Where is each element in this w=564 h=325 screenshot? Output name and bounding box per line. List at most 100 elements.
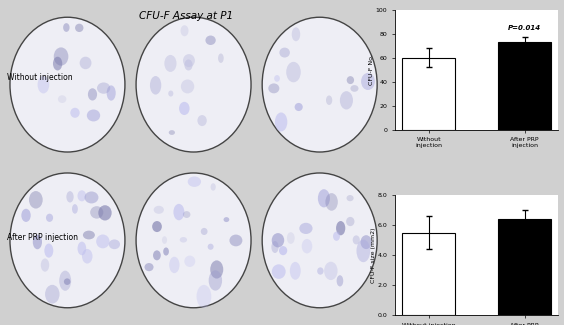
Ellipse shape	[317, 267, 324, 275]
Bar	[498, 219, 551, 315]
Ellipse shape	[337, 275, 343, 286]
Y-axis label: CFU-F size (mm2): CFU-F size (mm2)	[371, 227, 376, 283]
Ellipse shape	[209, 270, 222, 291]
Ellipse shape	[136, 17, 251, 152]
Ellipse shape	[169, 257, 179, 273]
Ellipse shape	[324, 262, 338, 280]
Ellipse shape	[29, 191, 43, 209]
Ellipse shape	[183, 54, 195, 67]
Ellipse shape	[109, 240, 120, 249]
Ellipse shape	[210, 183, 216, 191]
Ellipse shape	[46, 214, 53, 222]
Ellipse shape	[38, 76, 49, 93]
Ellipse shape	[205, 35, 216, 45]
Bar	[402, 58, 455, 130]
Ellipse shape	[97, 83, 111, 94]
Ellipse shape	[67, 191, 74, 202]
Ellipse shape	[88, 88, 97, 100]
Ellipse shape	[180, 25, 188, 36]
Ellipse shape	[325, 193, 338, 211]
Ellipse shape	[268, 84, 279, 93]
Ellipse shape	[184, 255, 195, 267]
Ellipse shape	[45, 243, 53, 258]
Ellipse shape	[21, 209, 30, 222]
Ellipse shape	[10, 173, 125, 308]
Ellipse shape	[136, 173, 251, 308]
Ellipse shape	[10, 17, 125, 152]
Ellipse shape	[153, 206, 164, 214]
Ellipse shape	[287, 232, 295, 244]
Ellipse shape	[96, 234, 109, 248]
Ellipse shape	[77, 190, 86, 202]
Ellipse shape	[85, 191, 99, 203]
Ellipse shape	[201, 228, 208, 235]
Ellipse shape	[184, 59, 193, 71]
Text: Without injection: Without injection	[7, 73, 72, 83]
Ellipse shape	[299, 223, 312, 234]
Ellipse shape	[72, 204, 78, 214]
Bar	[498, 42, 551, 130]
Ellipse shape	[279, 47, 290, 58]
Ellipse shape	[153, 250, 161, 260]
Ellipse shape	[196, 285, 212, 308]
Ellipse shape	[262, 17, 377, 152]
Ellipse shape	[70, 108, 80, 118]
Text: P=0.014: P=0.014	[508, 25, 541, 31]
Ellipse shape	[144, 263, 153, 271]
Ellipse shape	[90, 206, 103, 219]
Ellipse shape	[336, 221, 345, 235]
Ellipse shape	[230, 235, 243, 246]
Text: CFU-F Assay at P1: CFU-F Assay at P1	[139, 11, 233, 21]
Ellipse shape	[163, 247, 169, 255]
Y-axis label: CFU-F No.: CFU-F No.	[369, 54, 374, 85]
Ellipse shape	[350, 85, 359, 92]
Ellipse shape	[346, 217, 355, 226]
Bar	[402, 233, 455, 315]
Ellipse shape	[272, 264, 285, 279]
Ellipse shape	[361, 73, 375, 90]
Ellipse shape	[152, 221, 162, 232]
Ellipse shape	[360, 235, 372, 249]
Ellipse shape	[347, 76, 354, 84]
Ellipse shape	[292, 27, 300, 41]
Ellipse shape	[98, 205, 112, 220]
Ellipse shape	[179, 102, 190, 115]
Ellipse shape	[164, 55, 177, 72]
Ellipse shape	[346, 195, 354, 201]
Ellipse shape	[272, 233, 284, 247]
Ellipse shape	[80, 57, 91, 69]
Ellipse shape	[53, 57, 62, 71]
Ellipse shape	[275, 112, 287, 131]
Ellipse shape	[302, 239, 312, 254]
Ellipse shape	[77, 241, 86, 255]
Ellipse shape	[59, 271, 71, 291]
Ellipse shape	[223, 217, 230, 222]
Ellipse shape	[271, 241, 279, 253]
Ellipse shape	[262, 173, 377, 308]
Text: After PRP injection: After PRP injection	[7, 233, 78, 242]
Ellipse shape	[218, 54, 224, 63]
Ellipse shape	[87, 110, 100, 122]
Ellipse shape	[274, 75, 280, 82]
Ellipse shape	[83, 231, 95, 240]
Ellipse shape	[286, 62, 301, 82]
Ellipse shape	[356, 240, 370, 262]
Ellipse shape	[294, 103, 303, 111]
Ellipse shape	[340, 91, 353, 110]
Ellipse shape	[173, 204, 184, 220]
Ellipse shape	[279, 246, 287, 255]
Ellipse shape	[107, 85, 116, 101]
Ellipse shape	[290, 262, 301, 280]
Ellipse shape	[181, 79, 194, 93]
Ellipse shape	[168, 91, 173, 97]
Ellipse shape	[75, 24, 83, 32]
Ellipse shape	[162, 236, 167, 244]
Ellipse shape	[208, 244, 214, 250]
Ellipse shape	[352, 235, 360, 244]
Ellipse shape	[326, 96, 332, 105]
Ellipse shape	[63, 23, 69, 32]
Ellipse shape	[64, 279, 70, 285]
Ellipse shape	[333, 232, 340, 241]
Ellipse shape	[58, 95, 67, 103]
Ellipse shape	[82, 249, 92, 264]
